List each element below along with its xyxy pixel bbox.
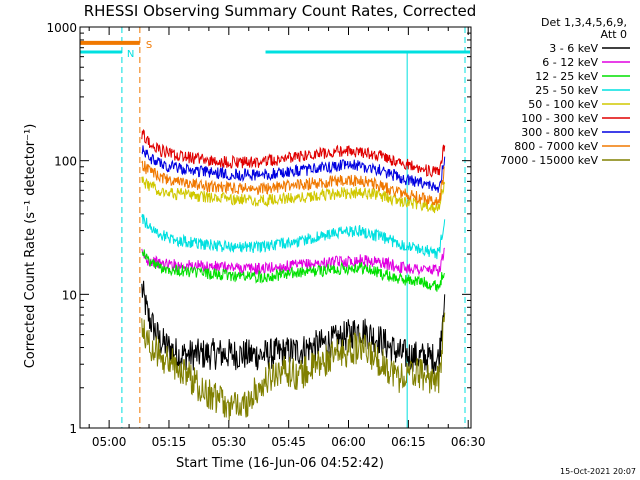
generation-timestamp: 15-Oct-2021 20:07 <box>560 467 636 476</box>
y-tick-label: 10 <box>62 288 77 302</box>
legend-entry-label: 6 - 12 keV <box>542 56 598 69</box>
legend-entry-label: 25 - 50 keV <box>535 84 598 97</box>
chart-title: RHESSI Observing Summary Count Rates, Co… <box>84 2 477 20</box>
series-line <box>141 249 446 292</box>
x-tick-label: 05:15 <box>152 435 187 449</box>
series-line <box>141 280 446 375</box>
legend-header-line-1: Det 1,3,4,5,6,9, <box>541 16 627 29</box>
series-line <box>141 214 446 260</box>
legend-entry-label: 100 - 300 keV <box>521 112 598 125</box>
legend-entry-label: 7000 - 15000 keV <box>500 154 598 167</box>
series-layer <box>141 128 446 421</box>
series-line <box>141 128 446 178</box>
x-tick-label: 06:00 <box>331 435 366 449</box>
legend-entry-label: 3 - 6 keV <box>549 42 598 55</box>
series-line <box>141 145 446 193</box>
legend-entry-label: 50 - 100 keV <box>528 98 598 111</box>
axes-layer: 05:00 05:15 05:30 05:45 06:00 06:15 06:30 1 10 10… <box>46 21 485 449</box>
x-tick-label: 05:30 <box>212 435 247 449</box>
x-tick-label: 06:30 <box>451 435 486 449</box>
y-axis-label: Corrected Count Rate (s⁻¹ detector⁻¹) <box>23 124 38 369</box>
flag-n-label: N <box>127 49 134 60</box>
legend-entry-label: 800 - 7000 keV <box>514 140 598 153</box>
series-line <box>141 160 445 206</box>
legend-entry-label: 300 - 800 keV <box>521 126 598 139</box>
series-line <box>141 312 446 421</box>
legend-entry-label: 12 - 25 keV <box>535 70 598 83</box>
x-axis-label: Start Time (16-Jun-06 04:52:42) <box>176 456 384 471</box>
plot-frame <box>79 26 472 429</box>
y-tick-label: 1 <box>69 422 77 436</box>
series-line <box>141 247 445 277</box>
y-tick-label: 1000 <box>46 21 77 35</box>
x-tick-label: 06:15 <box>391 435 426 449</box>
x-tick-label: 05:45 <box>271 435 306 449</box>
legend-header-line-2: Att 0 <box>601 28 627 41</box>
flag-bars-layer: NS <box>80 27 470 428</box>
x-tick-label: 05:00 <box>92 435 127 449</box>
flag-s-label: S <box>146 40 152 51</box>
y-tick-label: 100 <box>54 155 77 169</box>
